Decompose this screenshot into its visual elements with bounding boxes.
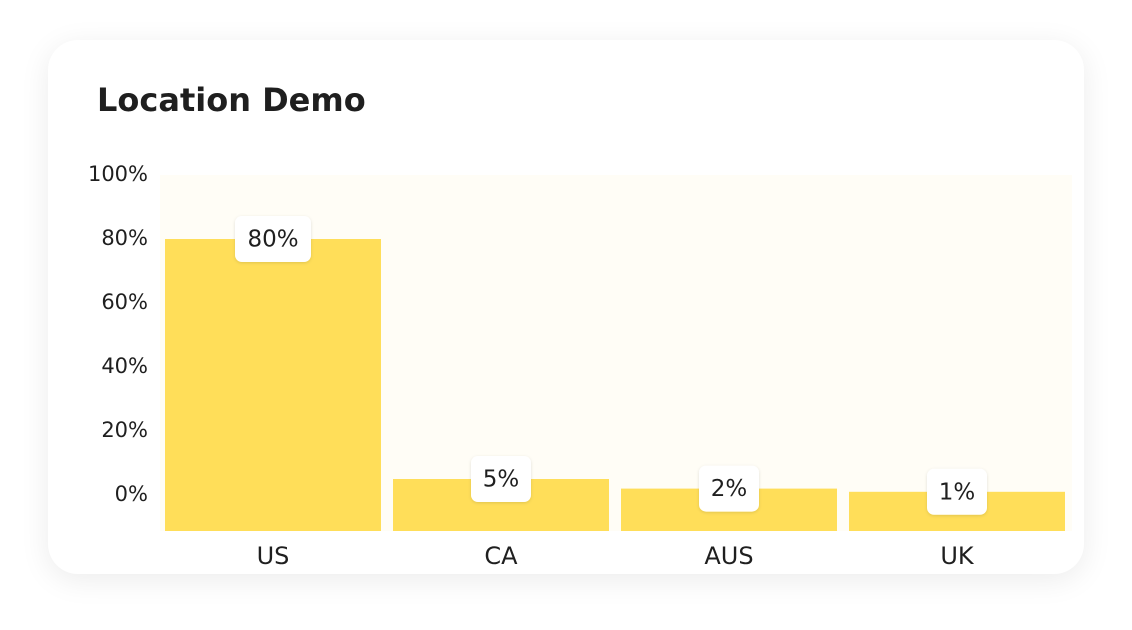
x-tick-label: CA: [484, 542, 518, 570]
value-label-box: [235, 216, 311, 262]
value-label-box: [699, 465, 759, 512]
y-tick-label: 40%: [101, 354, 148, 378]
value-label-box: [927, 468, 987, 515]
value-label: 1%: [939, 479, 976, 505]
value-label: 2%: [711, 476, 748, 502]
y-tick-label: 80%: [101, 226, 148, 250]
chart-title: Location Demo: [97, 81, 366, 119]
y-tick-label: 20%: [101, 418, 148, 442]
x-tick-label: AUS: [704, 542, 753, 570]
value-label: 5%: [483, 467, 520, 493]
x-tick-label: UK: [940, 542, 975, 570]
value-label-box: [471, 456, 531, 502]
x-tick-label: US: [257, 542, 290, 570]
bar: [165, 239, 381, 531]
y-tick-label: 100%: [88, 162, 148, 186]
y-tick-label: 60%: [101, 290, 148, 314]
y-tick-label: 0%: [115, 482, 148, 506]
value-label: 80%: [247, 227, 298, 253]
